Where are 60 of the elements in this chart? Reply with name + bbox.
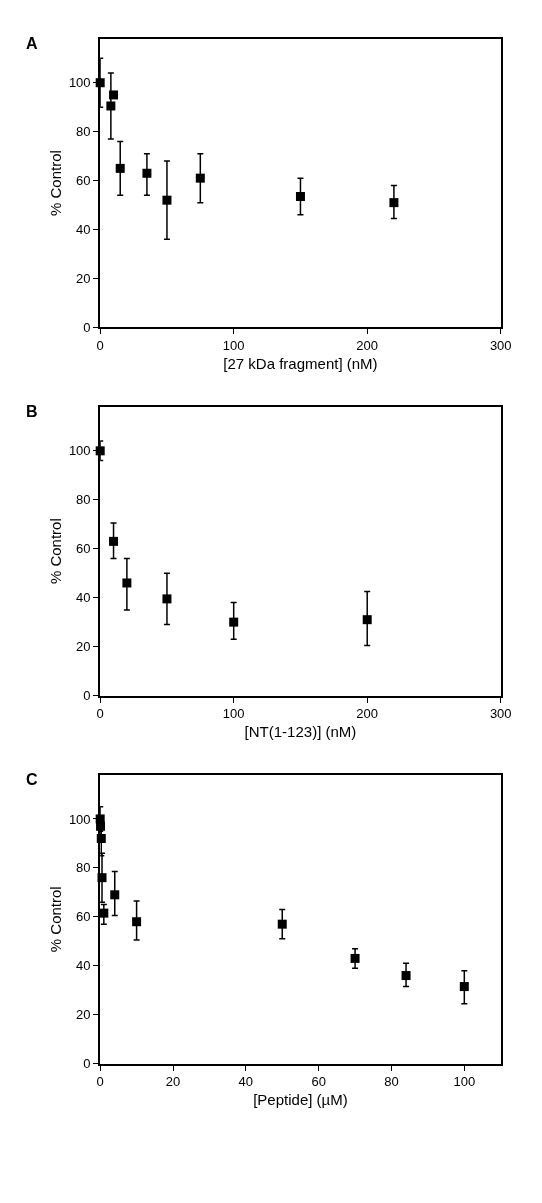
point [389, 198, 399, 208]
y-tick-label: 80 [76, 492, 91, 508]
point [295, 192, 305, 202]
point [459, 982, 469, 992]
y-tick-label: 80 [76, 124, 91, 140]
y-tick-label: 80 [76, 860, 91, 876]
x-tick-label: 100 [222, 706, 245, 722]
y-tick-label: 20 [76, 1007, 91, 1023]
point [277, 919, 287, 929]
y-tick-label: 0 [83, 688, 91, 704]
x-axis-title: [NT(1-123)] (nM) [244, 722, 357, 740]
point [162, 195, 172, 205]
x-tick-label: 200 [356, 338, 379, 354]
x-tick-label: 60 [311, 1074, 326, 1090]
x-tick-label: 100 [453, 1074, 476, 1090]
x-axis-title: [27 kDa fragment] (nM) [223, 354, 378, 372]
x-tick-label: 0 [96, 706, 104, 722]
point [350, 953, 360, 963]
y-tick-label: 40 [76, 958, 91, 974]
point [122, 578, 132, 588]
point [142, 168, 152, 178]
point [106, 101, 116, 111]
y-tick-label: 0 [83, 319, 91, 335]
y-axis-title: % Control [46, 886, 64, 953]
chart-title: B [26, 403, 38, 420]
x-tick-label: 300 [489, 338, 512, 354]
y-tick-label: 60 [76, 173, 91, 189]
point [109, 536, 119, 546]
point [115, 163, 125, 173]
x-tick-label: 20 [165, 1074, 181, 1090]
point [110, 890, 120, 900]
point [109, 90, 119, 100]
x-tick-label: 40 [238, 1074, 254, 1090]
x-tick-label: 80 [384, 1074, 399, 1090]
y-tick-label: 40 [76, 222, 91, 238]
point [401, 971, 411, 981]
y-tick-label: 100 [68, 443, 91, 459]
point [362, 615, 372, 625]
y-axis-title: % Control [46, 150, 64, 216]
y-tick-label: 40 [76, 590, 91, 606]
chart-title: A [26, 35, 38, 52]
x-tick-label: 300 [489, 706, 512, 722]
point [229, 617, 239, 627]
chart-title: C [26, 771, 38, 788]
x-axis-title: [Peptide] (µM) [253, 1090, 348, 1108]
y-tick-label: 0 [83, 1056, 91, 1072]
x-tick-label: 0 [96, 338, 104, 354]
y-tick-label: 20 [76, 271, 91, 287]
y-tick-label: 100 [68, 75, 91, 91]
y-tick-label: 100 [68, 811, 91, 827]
x-tick-label: 0 [96, 1074, 104, 1090]
y-axis-title: % Control [46, 518, 64, 585]
y-tick-label: 20 [76, 639, 91, 655]
y-tick-label: 60 [76, 541, 91, 557]
y-tick-label: 60 [76, 909, 91, 925]
x-tick-label: 200 [356, 706, 379, 722]
x-tick-label: 100 [222, 338, 245, 354]
point [132, 917, 142, 927]
point [162, 594, 172, 604]
point [195, 173, 205, 183]
